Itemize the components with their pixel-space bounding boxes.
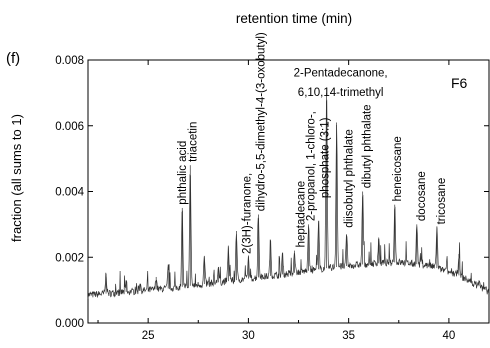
plot-area: 25 30 35 40 0.000 0.002 0.004 0.006 0.008 phthal… (55, 32, 490, 342)
x-tick-label: 40 (443, 330, 456, 342)
x-tick-label: 30 (242, 330, 255, 342)
panel-label: (f) (6, 50, 20, 67)
x-tick-label: 35 (342, 330, 355, 342)
peak-annotation: phosphate (3:1) (320, 117, 332, 198)
peak-annotation: heptadecane (296, 181, 308, 248)
series-label: F6 (451, 75, 468, 91)
y-tick-label: 0.006 (55, 121, 84, 133)
y-tick-label: 0.000 (55, 318, 84, 330)
peak-annotation: dihydro-5,5-dimethyl-4-(3-oxobutyl) (255, 32, 267, 211)
y-tick-label: 0.002 (55, 252, 84, 264)
peak-annotation: dibutyl phthalate (362, 104, 374, 188)
peak-annotation: 6,10,14-trimethyl (298, 87, 384, 99)
peak-annotation: docosane (416, 171, 428, 221)
peak-annotation: 2-propanol, 1-chloro-, (306, 111, 318, 221)
peak-annotation: triacetin (187, 122, 199, 162)
peak-annotation: tricosane (436, 178, 448, 225)
chromatogram-trace (87, 99, 490, 299)
annotation-peaks (105, 92, 480, 294)
y-tick-label: 0.008 (55, 55, 84, 67)
axis-ticks: 25 30 35 40 0.000 0.002 0.004 0.006 0.008 (55, 55, 489, 342)
peak-annotation: 2(3H)-furanone, (241, 173, 253, 254)
chart-title: retention time (min) (236, 11, 352, 26)
peak-annotation: phthalic acid (177, 141, 189, 205)
peak-annotation: heneicosane (392, 136, 404, 201)
y-axis-label: fraction (all sums to 1) (9, 114, 24, 242)
x-tick-label: 25 (142, 330, 155, 342)
y-tick-label: 0.004 (55, 187, 84, 199)
peak-annotation: 2-Pentadecanone, (294, 67, 388, 79)
peak-annotation: diisobutyl phthalate (344, 129, 356, 227)
